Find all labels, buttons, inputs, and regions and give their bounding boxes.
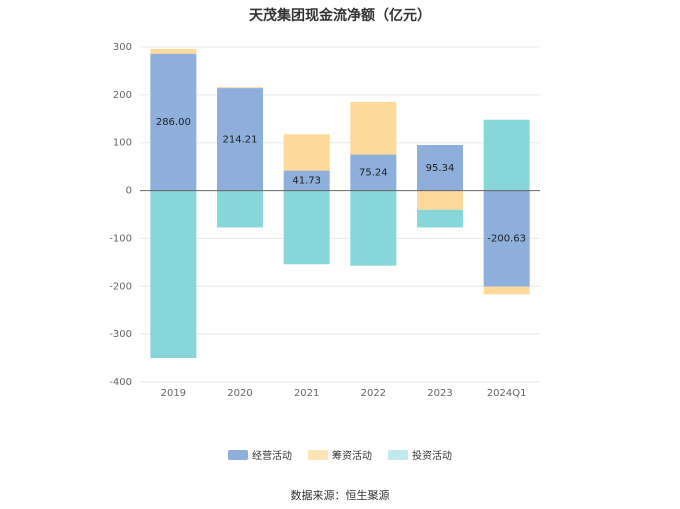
- bar-financing[interactable]: [217, 87, 263, 89]
- legend-item-financing[interactable]: 筹资活动: [308, 447, 372, 462]
- y-tick-label: -300: [109, 329, 132, 340]
- bar-financing[interactable]: [483, 286, 530, 295]
- data-source: 数据来源：恒生聚源: [290, 489, 390, 502]
- y-tick-label: -400: [109, 377, 132, 388]
- x-tick-label: 2022: [361, 388, 386, 399]
- bar-financing[interactable]: [283, 134, 330, 171]
- y-tick-label: 300: [113, 42, 132, 53]
- bar-investing[interactable]: [283, 190, 330, 265]
- bar-investing[interactable]: [150, 190, 197, 359]
- bars: [150, 48, 530, 359]
- data-label: 286.00: [156, 117, 191, 128]
- data-label: 41.73: [292, 176, 321, 187]
- legend-swatch-investing: [388, 449, 408, 460]
- legend-item-investing[interactable]: 投资活动: [388, 447, 452, 462]
- legend: 经营活动 筹资活动 投资活动: [0, 447, 680, 462]
- bar-operating[interactable]: [483, 190, 530, 287]
- y-axis-ticks: 300 200 100 0 -100 -200 -300 -400: [109, 42, 132, 388]
- data-label: 214.21: [223, 134, 258, 145]
- grid-lines: [140, 46, 540, 383]
- bar-operating[interactable]: [417, 144, 463, 191]
- legend-swatch-financing: [308, 449, 328, 460]
- bar-investing[interactable]: [217, 190, 263, 228]
- data-label: -200.63: [487, 234, 526, 245]
- x-tick-label: 2019: [161, 388, 186, 399]
- bar-investing[interactable]: [350, 190, 397, 266]
- legend-label-financing: 筹资活动: [332, 451, 372, 462]
- legend-swatch-operating: [228, 449, 248, 460]
- y-tick-label: 200: [113, 90, 132, 101]
- bar-operating[interactable]: [217, 88, 263, 191]
- legend-item-operating[interactable]: 经营活动: [228, 447, 292, 462]
- chart-title: 天茂集团现金流净额（亿元）: [249, 8, 431, 24]
- x-tick-label: 2023: [427, 388, 452, 399]
- bar-operating[interactable]: [350, 154, 397, 191]
- data-label: 75.24: [359, 168, 388, 179]
- data-label: 95.34: [426, 163, 455, 174]
- y-tick-label: 100: [113, 138, 132, 149]
- x-tick-label: 2021: [294, 388, 319, 399]
- legend-label-investing: 投资活动: [412, 451, 452, 462]
- data-labels: 286.00 214.21 41.73 75.24 95.34 -200.63: [156, 117, 526, 244]
- y-tick-label: 0: [126, 186, 132, 197]
- x-axis-ticks: 2019 2020 2021 2022 2023 2024Q1: [161, 388, 527, 399]
- y-tick-label: -200: [109, 281, 132, 292]
- bar-financing[interactable]: [417, 190, 463, 210]
- bar-investing[interactable]: [417, 209, 463, 228]
- bar-investing[interactable]: [483, 119, 530, 191]
- y-tick-label: -100: [109, 233, 132, 244]
- bar-operating[interactable]: [150, 53, 197, 191]
- x-tick-label: 2020: [227, 388, 252, 399]
- bar-financing[interactable]: [150, 48, 197, 54]
- legend-label-operating: 经营活动: [252, 451, 292, 462]
- x-tick-label: 2024Q1: [487, 388, 527, 399]
- bar-operating[interactable]: [283, 170, 330, 191]
- bar-financing[interactable]: [350, 101, 397, 155]
